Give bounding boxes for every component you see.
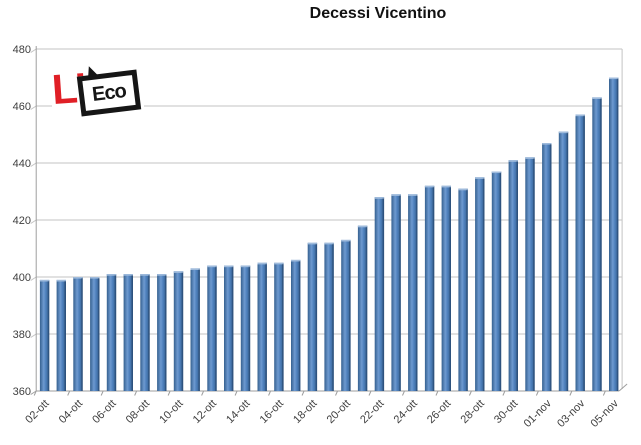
y-tick-label: 480 [13, 44, 31, 56]
logo-eco-text: Eco [90, 80, 128, 106]
bar [508, 160, 518, 391]
bar [173, 271, 184, 391]
bar [424, 185, 435, 391]
x-tick [67, 390, 71, 396]
bar [157, 274, 167, 391]
bar [558, 131, 569, 391]
bar [274, 262, 284, 392]
y-tick-label: 460 [13, 101, 31, 113]
bar [140, 274, 150, 391]
x-tick-label: 16-ott [258, 398, 286, 426]
x-tick-label: 20-ott [325, 398, 353, 426]
y-tick-label: 440 [13, 158, 31, 170]
x-tick [468, 390, 472, 396]
bar [575, 114, 585, 391]
x-tick-label: 12-ott [191, 398, 219, 426]
x-tick [535, 390, 539, 396]
gridline-bevel [30, 162, 37, 167]
x-tick-label: 26-ott [425, 398, 453, 426]
y-tick-label: 360 [13, 386, 31, 398]
gridline-bevel [30, 333, 37, 338]
x-tick-label: 04-ott [57, 398, 85, 426]
bar [90, 277, 100, 391]
bar [39, 279, 50, 391]
bar [441, 185, 451, 391]
bar [324, 242, 334, 391]
x-tick [368, 390, 372, 396]
bar [106, 274, 117, 391]
bar [609, 77, 619, 391]
bar [525, 157, 535, 391]
bar [123, 274, 133, 391]
x-tick [602, 390, 606, 396]
bar [291, 259, 301, 391]
bar [592, 97, 602, 392]
x-tick-label: 28-ott [459, 398, 487, 426]
gridline-bevel [30, 276, 37, 281]
x-tick [33, 390, 37, 396]
bar [391, 194, 401, 391]
y-tick-label: 420 [13, 215, 31, 227]
y-tick-label: 400 [13, 272, 31, 284]
logo-frame: Eco [76, 64, 142, 117]
gridline-bevel [30, 219, 37, 224]
x-tick [268, 390, 272, 396]
x-tick [569, 390, 573, 396]
bar [307, 242, 318, 391]
bar [341, 239, 351, 391]
gridline-bevel [30, 105, 37, 110]
x-tick [301, 390, 305, 396]
x-tick [335, 390, 338, 396]
x-tick [134, 390, 138, 396]
x-tick [502, 390, 506, 396]
x-tick-label: 01-nov [522, 397, 555, 430]
bar [73, 277, 83, 391]
floor-edge [618, 383, 628, 392]
bar [56, 279, 66, 391]
bar [458, 188, 468, 391]
x-tick [100, 390, 104, 396]
bar [374, 197, 385, 391]
x-tick-label: 03-nov [555, 397, 588, 430]
x-tick-label: 10-ott [157, 398, 185, 426]
chart-title: Decessi Vicentino [309, 5, 447, 22]
x-axis [30, 390, 37, 395]
bar [491, 171, 502, 391]
bar [475, 177, 485, 392]
bar [240, 265, 251, 391]
x-tick [435, 390, 439, 396]
bar [190, 268, 200, 391]
x-tick [201, 390, 205, 396]
logo-accent-triangle [83, 64, 98, 79]
x-tick-label: 14-ott [224, 398, 252, 426]
bar [257, 262, 267, 392]
x-tick-label: 05-nov [589, 397, 622, 430]
x-tick [402, 390, 405, 396]
x-tick-label: 30-ott [492, 398, 520, 426]
x-tick-label: 18-ott [291, 398, 319, 426]
x-tick-label: 06-ott [90, 398, 118, 426]
bar [207, 265, 217, 391]
bar [542, 143, 552, 391]
gridline-bevel [30, 48, 37, 53]
x-tick-label: 08-ott [124, 398, 152, 426]
x-tick-label: 22-ott [358, 398, 386, 426]
x-tick-label: 24-ott [392, 398, 420, 426]
bar [224, 265, 234, 391]
x-tick [234, 390, 238, 396]
x-tick-label: 02-ott [23, 398, 51, 426]
y-tick-label: 380 [13, 329, 31, 341]
leco-logo: L’ Eco [50, 64, 144, 122]
bar [357, 225, 368, 391]
x-tick [167, 390, 171, 396]
bar [408, 194, 418, 391]
